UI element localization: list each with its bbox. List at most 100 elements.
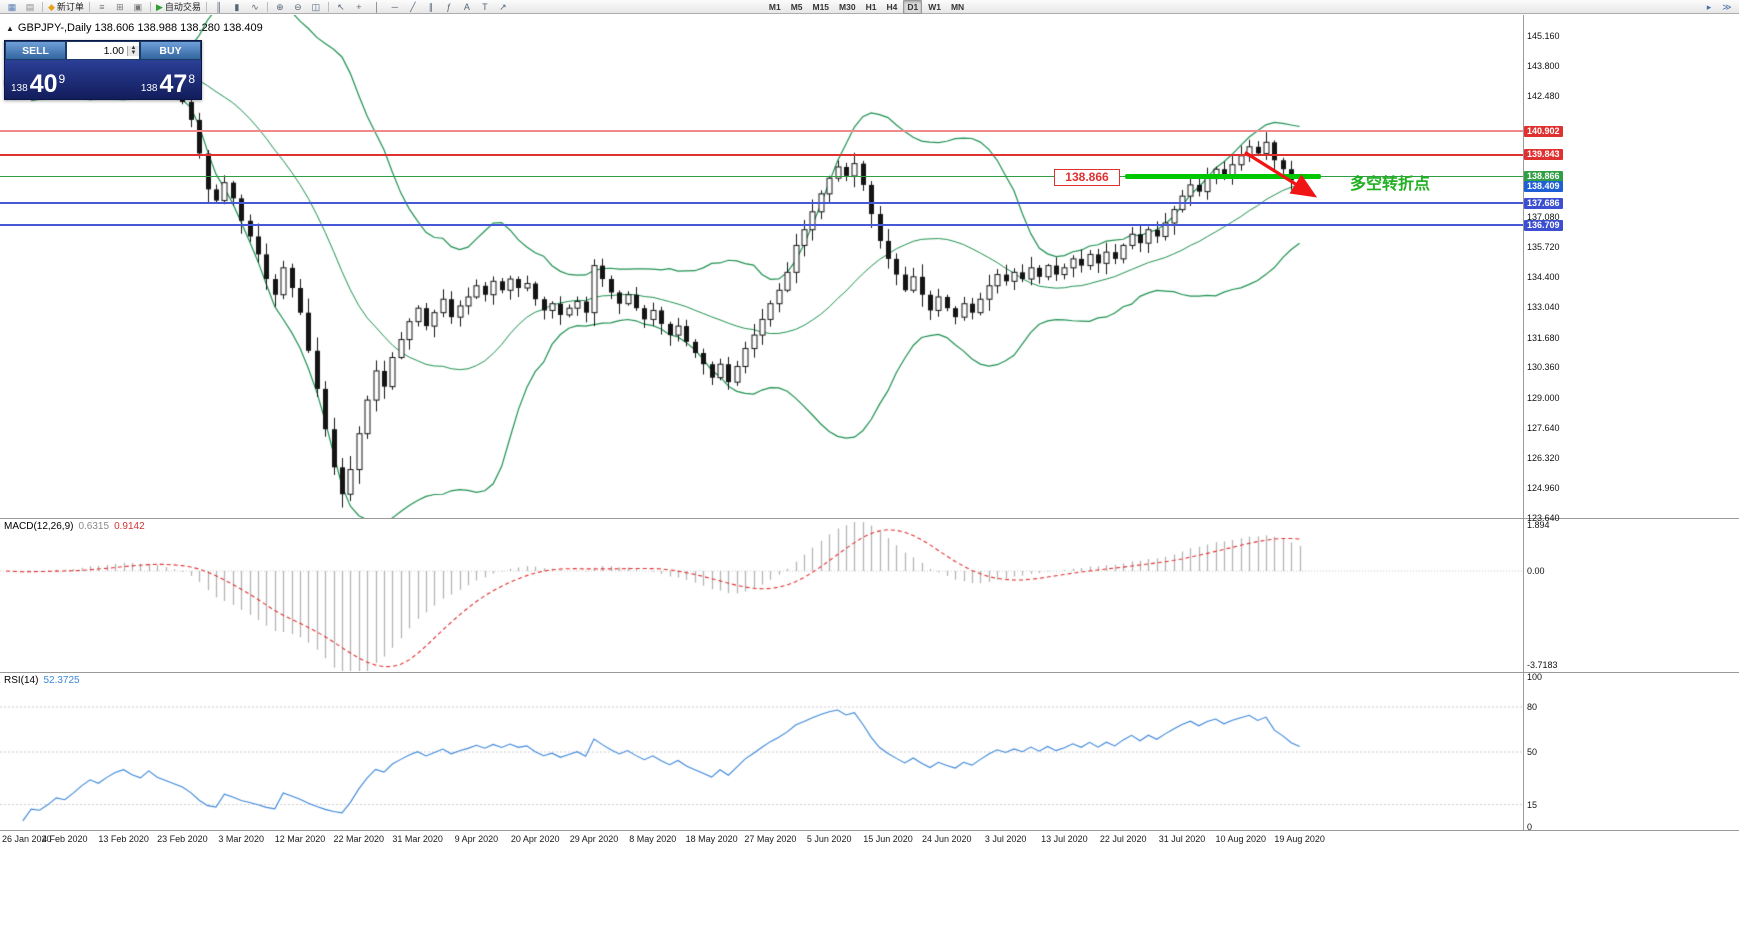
- macd-signal-value: 0.9142: [114, 521, 145, 532]
- timeframe-h4[interactable]: H4: [886, 1, 898, 12]
- current-price-chip: 138.409: [1524, 181, 1563, 193]
- date-axis-label: 10 Aug 2020: [1215, 834, 1267, 844]
- line-chart-icon[interactable]: ∿: [246, 1, 264, 13]
- turning-point-text[interactable]: 多空转折点: [1350, 176, 1431, 193]
- crosshair-icon: +: [356, 1, 362, 12]
- date-axis-label: 13 Feb 2020: [98, 834, 149, 844]
- date-axis-label: 3 Jul 2020: [984, 834, 1027, 844]
- horizontal-line-object[interactable]: [0, 224, 1523, 226]
- data-window-icon[interactable]: ⊞: [111, 1, 129, 13]
- macd-axis-label: 0.00: [1527, 566, 1545, 576]
- horizontal-line-object[interactable]: [0, 175, 1523, 178]
- candlestick-chart-icon[interactable]: ▮: [228, 1, 246, 13]
- ask-sup: 8: [188, 72, 195, 86]
- timeframe-mn[interactable]: MN: [950, 1, 965, 12]
- date-axis-label: 15 Jun 2020: [863, 834, 913, 844]
- volume-down-icon[interactable]: ▼: [128, 50, 139, 56]
- navigator-icon: ▣: [133, 1, 143, 12]
- date-axis-label: 27 May 2020: [744, 834, 797, 844]
- date-axis-label: 24 Jun 2020: [922, 834, 972, 844]
- fibonacci-icon[interactable]: ƒ: [440, 1, 458, 13]
- panel-separator[interactable]: [0, 672, 1739, 673]
- timeframe-d1[interactable]: D1: [903, 0, 923, 14]
- horizontal-line-icon[interactable]: ─: [386, 1, 404, 13]
- price-level-chip: 140.902: [1524, 125, 1563, 137]
- timeframe-m1[interactable]: M1: [768, 1, 781, 12]
- price-axis-label: 134.400: [1527, 271, 1560, 282]
- rsi-name: RSI(14): [4, 675, 39, 686]
- auto-scroll-icon: ≫: [1722, 1, 1732, 12]
- date-axis-separator: [0, 830, 1739, 831]
- new-order-button-label: 新订单: [56, 2, 84, 12]
- autotrading-icon: ▶: [155, 1, 163, 12]
- chart-window: ▲ GBPJPY-,Daily 138.606 138.988 138.280 1…: [0, 15, 1739, 944]
- cursor-icon[interactable]: ↖: [332, 1, 350, 13]
- zoom-out-icon[interactable]: ⊖: [289, 1, 307, 13]
- price-axis-label: 130.360: [1527, 362, 1560, 373]
- text-icon: A: [463, 1, 470, 12]
- toolbar-separator: [88, 1, 90, 12]
- timeframe-m5[interactable]: M5: [790, 1, 803, 12]
- price-level-chip: 137.686: [1524, 197, 1563, 209]
- autotrading-button[interactable]: ▶ 自动交易: [154, 1, 203, 13]
- toolbar-separator: [205, 1, 207, 12]
- bar-chart-icon: ║: [215, 1, 223, 12]
- new-chart-icon[interactable]: ▦: [3, 1, 21, 13]
- market-watch-icon: ≡: [99, 1, 105, 12]
- trendline-icon[interactable]: ╱: [404, 1, 422, 13]
- label-icon[interactable]: T: [476, 1, 494, 13]
- candlestick-chart-icon: ▮: [234, 1, 240, 12]
- volume-value[interactable]: 1.00: [103, 44, 124, 57]
- price-flag-label[interactable]: 138.866: [1054, 169, 1120, 186]
- autotrading-button-label: 自动交易: [164, 2, 201, 12]
- rsi-indicator-label: RSI(14) 52.3725: [4, 675, 80, 686]
- zoom-in-icon[interactable]: ⊕: [271, 1, 289, 13]
- navigator-icon[interactable]: ▣: [129, 1, 147, 13]
- text-icon[interactable]: A: [458, 1, 476, 13]
- horizontal-line-object[interactable]: [0, 202, 1523, 204]
- macd-indicator-canvas[interactable]: [0, 519, 1523, 672]
- vertical-line-icon[interactable]: │: [368, 1, 386, 13]
- market-watch-icon[interactable]: ≡: [93, 1, 111, 13]
- main-chart-canvas[interactable]: [0, 15, 1523, 518]
- timeframe-w1[interactable]: W1: [928, 1, 941, 12]
- rsi-axis-label: 15: [1527, 799, 1538, 810]
- collapse-panel-icon[interactable]: ▲: [6, 24, 14, 33]
- chart-profiles-icon[interactable]: ▤: [21, 1, 39, 13]
- bid-big: 40: [29, 70, 58, 98]
- timeframe-m30[interactable]: M30: [839, 1, 856, 12]
- auto-scroll-icon[interactable]: ≫: [1718, 1, 1736, 13]
- rsi-axis-label: 50: [1527, 747, 1538, 757]
- line-chart-icon: ∿: [251, 1, 259, 12]
- timeframe-h1[interactable]: H1: [865, 1, 877, 12]
- bid-prefix: 138: [11, 83, 28, 94]
- date-axis-label: 19 Aug 2020: [1274, 834, 1325, 844]
- horizontal-line-object[interactable]: [0, 154, 1523, 156]
- chart-profiles-icon: ▤: [25, 1, 35, 12]
- sell-button[interactable]: SELL: [5, 41, 66, 60]
- new-order-button[interactable]: ◆ 新订单: [46, 1, 86, 13]
- crosshair-icon[interactable]: +: [350, 1, 368, 13]
- bar-chart-icon[interactable]: ║: [210, 1, 228, 13]
- price-level-chip: 139.843: [1524, 149, 1563, 161]
- tile-windows-icon[interactable]: ◫: [307, 1, 325, 13]
- price-axis-line[interactable]: [1523, 15, 1524, 831]
- volume-up-icon[interactable]: ▲: [128, 45, 139, 51]
- rsi-indicator-canvas[interactable]: [0, 673, 1523, 830]
- horizontal-line-object[interactable]: [0, 129, 1523, 133]
- arrow-object-icon[interactable]: ↗: [494, 1, 512, 13]
- ask-big: 47: [159, 70, 188, 98]
- support-segment-object[interactable]: [1124, 173, 1321, 179]
- ask-price: 138 47 8: [141, 72, 195, 97]
- toolbar: ▦ ▤ ◆ 新订单 ≡ ⊞ ▣ ▶ 自动交易 ║ ▮ ∿ ⊕ ⊖ ◫ ↖ + │ ─ ╱ ∥ ƒ A T ↗ M1 M5 M15 M30…: [0, 0, 1739, 14]
- chart-shift-icon[interactable]: ▸: [1700, 1, 1718, 13]
- buy-button[interactable]: BUY: [140, 41, 201, 60]
- data-window-icon: ⊞: [116, 1, 124, 12]
- timeframe-m15[interactable]: M15: [812, 1, 830, 12]
- channel-icon[interactable]: ∥: [422, 1, 440, 13]
- ask-prefix: 138: [140, 83, 158, 94]
- date-axis-label: 31 Jul 2020: [1158, 834, 1206, 844]
- volume-input[interactable]: 1.00 ▲ ▼: [66, 41, 140, 60]
- macd-axis-label: 1.894: [1527, 520, 1550, 530]
- panel-separator[interactable]: [0, 518, 1739, 519]
